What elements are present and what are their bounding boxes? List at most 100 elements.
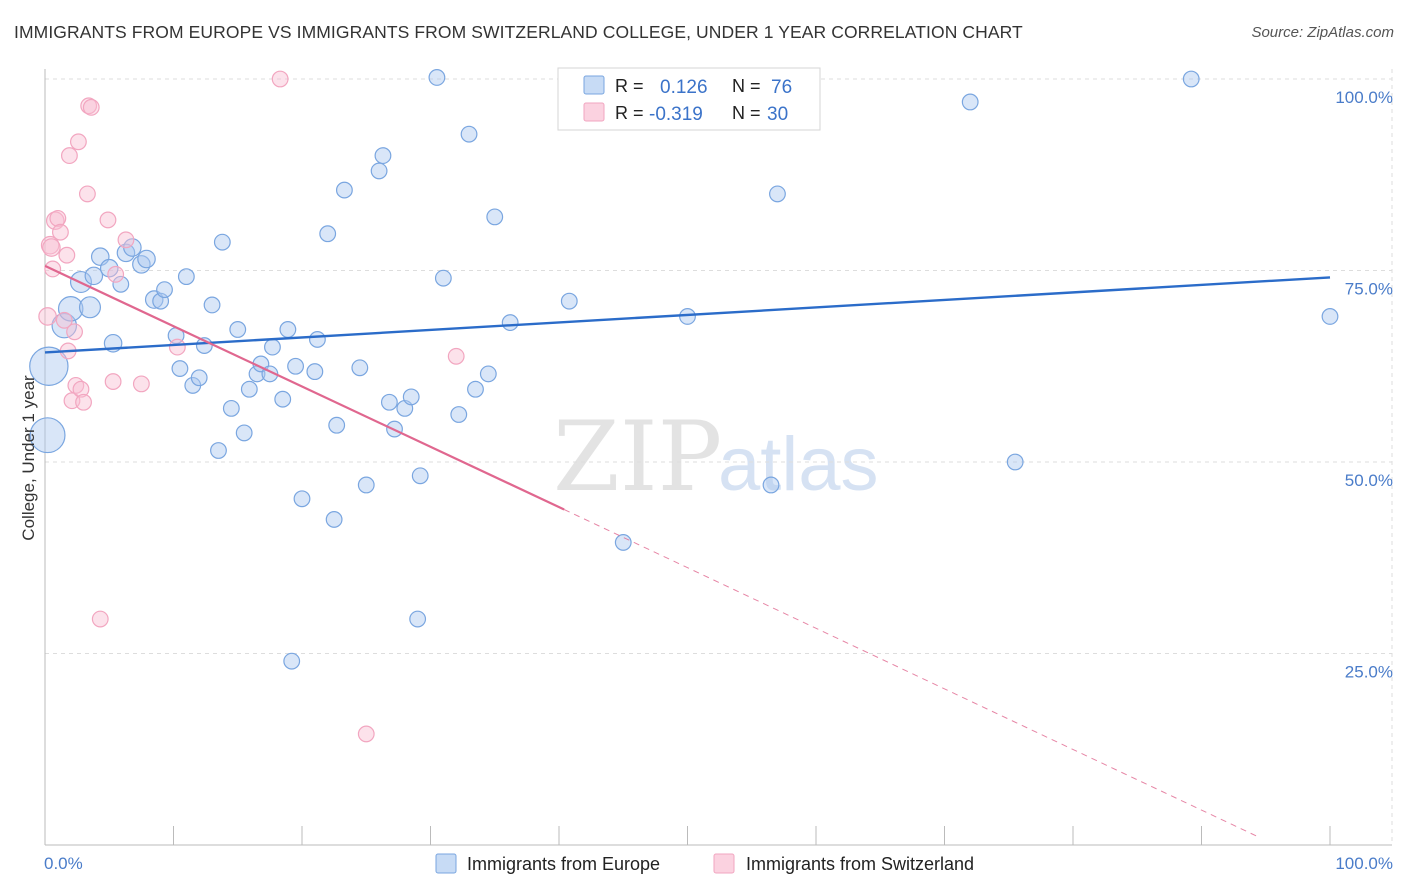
europe-point-11: [132, 255, 151, 274]
europe-point-22: [190, 369, 208, 387]
switzerland-point-25: [132, 375, 150, 393]
europe-point-36: [279, 321, 297, 338]
switzerland-point-17: [80, 97, 98, 115]
europe-point-19: [171, 360, 189, 377]
europe-point-26: [213, 233, 231, 251]
legend-n-label-europe: N =: [732, 76, 761, 96]
europe-point-57: [434, 269, 452, 287]
x-tick-label-1: 100.0%: [1335, 854, 1393, 873]
europe-point-69: [769, 185, 786, 203]
europe-point-67: [679, 308, 696, 325]
watermark-atlas: atlas: [718, 422, 879, 507]
bottom-legend-swatch-europe: [435, 853, 457, 874]
legend-r-label-switzerland: R =: [615, 103, 644, 123]
europe-point-24: [203, 296, 221, 314]
europe-point-17: [156, 281, 173, 299]
switzerland-point-18: [82, 98, 100, 116]
europe-point-58: [450, 406, 468, 423]
europe-point-14: [112, 275, 130, 293]
europe-point-46: [351, 359, 369, 377]
europe-point-45: [335, 181, 353, 199]
switzerland-point-6: [51, 223, 69, 241]
watermark-zip: ZIP: [553, 401, 722, 513]
y-tick-label-2: 50.0%: [1345, 471, 1393, 490]
europe-point-35: [274, 390, 292, 408]
switzerland-point-5: [49, 209, 67, 227]
europe-point-42: [319, 225, 337, 243]
europe-point-1: [29, 417, 66, 454]
switzerland-point-14: [69, 133, 87, 151]
europe-point-68: [762, 476, 780, 494]
europe-trend-line: [44, 276, 1331, 354]
europe-point-60: [467, 380, 484, 398]
europe-point-64: [560, 292, 578, 310]
europe-point-44: [328, 416, 346, 434]
switzerland-point-12: [66, 323, 83, 341]
europe-point-50: [380, 393, 398, 411]
europe-point-54: [409, 610, 427, 628]
y-axis-label: College, Under 1 year: [19, 375, 38, 541]
y-tick-label-0: 100.0%: [1335, 88, 1393, 107]
europe-point-73: [1321, 308, 1339, 325]
x-tick-labels: 0.0% 100.0%: [44, 854, 1393, 873]
legend-swatch-europe: [583, 75, 605, 95]
series-switzerland-points: [38, 70, 465, 743]
europe-point-41: [308, 331, 326, 348]
x-tick-label-0: 0.0%: [44, 854, 83, 873]
europe-point-53: [402, 388, 420, 406]
europe-point-6: [84, 266, 104, 286]
europe-point-39: [293, 490, 311, 508]
europe-point-61: [479, 365, 497, 383]
switzerland-point-29: [447, 347, 465, 365]
legend-r-value-switzerland: -0.319: [649, 104, 703, 125]
legend-swatch-switzerland: [583, 102, 605, 122]
series-europe-points: [29, 69, 1339, 670]
europe-point-55: [411, 467, 429, 485]
switzerland-point-2: [42, 238, 61, 257]
chart-title: IMMIGRANTS FROM EUROPE VS IMMIGRANTS FRO…: [14, 22, 1023, 42]
axes: [44, 69, 1392, 846]
legend-box: R = 0.126 N = 76 R = -0.319 N = 30: [557, 67, 821, 131]
bottom-legend-swatch-switzerland: [713, 853, 735, 874]
europe-point-0: [29, 346, 69, 386]
switzerland-point-4: [45, 211, 65, 231]
legend-n-label-switzerland: N =: [732, 103, 761, 123]
switzerland-point-10: [60, 147, 78, 165]
europe-point-62: [486, 208, 504, 226]
switzerland-point-15: [72, 380, 90, 398]
bottom-legend-label-switzerland: Immigrants from Switzerland: [746, 854, 974, 874]
switzerland-point-28: [357, 725, 375, 743]
bottom-legend-label-europe: Immigrants from Europe: [467, 854, 660, 874]
europe-point-49: [374, 147, 392, 165]
switzerland-point-23: [107, 265, 125, 283]
bottom-legend: Immigrants from Europe Immigrants from S…: [435, 853, 974, 874]
europe-point-3: [57, 296, 84, 322]
europe-point-34: [264, 338, 281, 356]
europe-point-25: [210, 442, 227, 459]
europe-point-8: [99, 258, 119, 278]
europe-point-38: [287, 357, 305, 375]
switzerland-point-7: [55, 311, 73, 329]
switzerland-trend-line: [44, 264, 565, 511]
europe-point-28: [229, 321, 247, 338]
europe-point-47: [357, 476, 375, 494]
y-tick-label-3: 25.0%: [1345, 663, 1393, 682]
switzerland-trend-extension: [563, 509, 1260, 838]
legend-r-value-europe: 0.126: [660, 77, 708, 98]
europe-point-56: [428, 69, 446, 86]
switzerland-point-21: [99, 211, 117, 229]
switzerland-point-26: [168, 338, 186, 356]
switzerland-point-16: [75, 393, 92, 411]
switzerland-point-22: [104, 373, 122, 390]
europe-point-63: [501, 314, 519, 332]
europe-point-59: [460, 125, 478, 143]
trend-lines: [44, 264, 1331, 838]
europe-point-40: [306, 363, 324, 381]
switzerland-point-24: [117, 231, 135, 249]
europe-point-2: [51, 312, 78, 339]
europe-point-27: [222, 399, 240, 417]
switzerland-point-27: [271, 70, 289, 88]
switzerland-point-8: [58, 246, 76, 264]
europe-point-29: [235, 424, 253, 442]
